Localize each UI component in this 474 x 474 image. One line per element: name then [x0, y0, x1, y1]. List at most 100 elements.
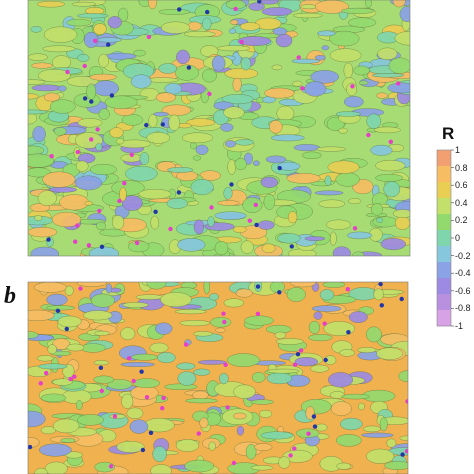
- panel-b-contour-cell: [44, 461, 68, 474]
- panel-a-contour-cell: [270, 134, 305, 142]
- panel-a-contour-cell: [399, 6, 410, 22]
- panel-b-contour-cell: [290, 282, 316, 288]
- panel-b-blue-marker: [255, 284, 261, 289]
- panel-b-blue-marker: [400, 452, 405, 457]
- panel-b-magenta-marker: [160, 406, 165, 411]
- panel-b-contour-cell: [164, 383, 198, 390]
- panel-b-contour-cell: [251, 372, 266, 383]
- panel-a-contour-cell: [240, 240, 254, 254]
- colorbar: [436, 149, 454, 327]
- panel-b-contour-cell: [28, 309, 55, 321]
- panel-b-contour-cell: [336, 434, 362, 447]
- panel-a-contour-cell: [234, 158, 247, 171]
- panel-b-contour-cell: [313, 311, 323, 320]
- panel-b-magenta-marker: [222, 319, 227, 325]
- panel-a-contour-cell: [109, 127, 124, 138]
- panel-a-contour-cell: [130, 74, 152, 89]
- panel-a-blue-marker: [205, 9, 210, 15]
- panel-b-magenta-marker: [298, 348, 304, 353]
- panel-a-blue-marker: [177, 7, 182, 12]
- panel-a-contour-cell: [223, 106, 245, 119]
- panel-a-contour-cell: [112, 215, 125, 230]
- panel-a-contour-cell: [292, 80, 303, 87]
- panel-a-contour-cell: [366, 113, 382, 129]
- panel-a-contour-cell: [375, 160, 406, 172]
- panel-b-contour-cell: [135, 294, 164, 300]
- panel-b-magenta-marker: [72, 374, 77, 379]
- panel-a-blue-marker: [160, 122, 165, 127]
- panel-b-magenta-marker: [183, 342, 189, 347]
- panel-a-magenta-marker: [95, 127, 100, 132]
- panel-b-magenta-marker: [144, 395, 150, 400]
- panel-a-contour-cell: [195, 144, 209, 155]
- panel-b-contour-cell: [177, 371, 197, 386]
- panel-a-contour-cell: [230, 19, 239, 25]
- panel-b-contour-cell: [282, 449, 313, 463]
- panel-a-magenta-marker: [129, 152, 134, 157]
- panel-a-magenta-marker: [209, 205, 214, 210]
- panel-b-contour-cell: [83, 310, 113, 321]
- panel-a-contour-cell: [31, 84, 62, 92]
- panel-b-contour-cell: [233, 384, 256, 399]
- panel-a-contour-cell: [242, 197, 263, 213]
- panel-a-contour-cell: [341, 7, 375, 14]
- panel-a-contour-cell: [187, 21, 202, 31]
- panel-a-contour-cell: [388, 57, 410, 74]
- panel-b-contour-cell: [52, 378, 73, 386]
- panel-a-contour-cell: [139, 152, 150, 165]
- panel-a-contour-cell: [161, 21, 190, 34]
- colorbar-swatch: [437, 262, 451, 279]
- panel-a-magenta-marker: [93, 38, 98, 43]
- panel-a-contour-cell: [202, 17, 212, 31]
- panel-b-contour-cell: [210, 317, 232, 328]
- panel-a-contour-cell: [253, 160, 260, 166]
- panel-b-contour-cell: [175, 439, 200, 452]
- panel-b-contour-cell: [319, 289, 335, 301]
- panel-a-contour-cell: [127, 240, 150, 253]
- panel-a-contour-cell: [293, 12, 323, 19]
- panel-b-contour-cell: [203, 282, 210, 295]
- panel-b-contour-cell: [94, 330, 110, 336]
- panel-a-blue-marker: [229, 182, 234, 187]
- panel-a-contour-cell: [93, 23, 107, 35]
- colorbar-tick-label: 1: [455, 145, 461, 155]
- panel-b-contour-cell: [315, 423, 328, 432]
- panel-a-contour-cell: [38, 69, 71, 83]
- panel-a-contour-cell: [147, 0, 158, 10]
- panel-b-magenta-marker: [112, 414, 118, 419]
- panel-a-contour-cell: [216, 45, 251, 52]
- panel-a-magenta-marker: [239, 40, 244, 45]
- panel-a-contour-cell: [96, 221, 106, 231]
- colorbar-tick-label: -0.4: [455, 268, 471, 279]
- panel-a-magenta-marker: [296, 55, 301, 60]
- panel-a-contour-cell: [107, 16, 122, 29]
- panel-b-contour-cell: [179, 320, 210, 327]
- panel-a-contour-cell: [193, 219, 204, 235]
- panel-b-contour-cell: [149, 342, 169, 353]
- panel-a-contour-cell: [74, 175, 103, 191]
- panel-b-magenta-marker: [161, 395, 166, 401]
- panel-a-contour-cell: [66, 18, 91, 27]
- panel-a-blue-marker: [176, 190, 182, 195]
- panel-a-blue-marker: [99, 244, 105, 249]
- colorbar-tick-label: 0.2: [455, 215, 468, 226]
- panel-b-contour-cell: [215, 327, 226, 333]
- colorbar-swatch: [437, 166, 451, 183]
- panel-b-contour-cell: [250, 399, 274, 405]
- panel-b-contour-cell: [384, 461, 408, 470]
- panel-b-contour-cell: [330, 401, 352, 416]
- panel-a-contour-cell: [158, 63, 178, 74]
- panel-a-contour-cell: [243, 152, 253, 165]
- panel-a-blue-marker: [144, 122, 149, 128]
- panel-b-contour-cell: [90, 293, 115, 308]
- panel-b-blue-marker: [64, 326, 70, 332]
- panel-b-contour-cell: [339, 349, 355, 357]
- panel-a-contour-cell: [269, 120, 283, 134]
- panel-a-magenta-marker: [86, 243, 92, 248]
- panel-b-contour-cell: [366, 326, 382, 343]
- panel-a-contour-cell: [352, 251, 365, 256]
- panel-a-contour-cell: [202, 68, 217, 83]
- panel-a-blue-marker: [186, 65, 192, 70]
- panel-b-contour-cell: [174, 309, 207, 315]
